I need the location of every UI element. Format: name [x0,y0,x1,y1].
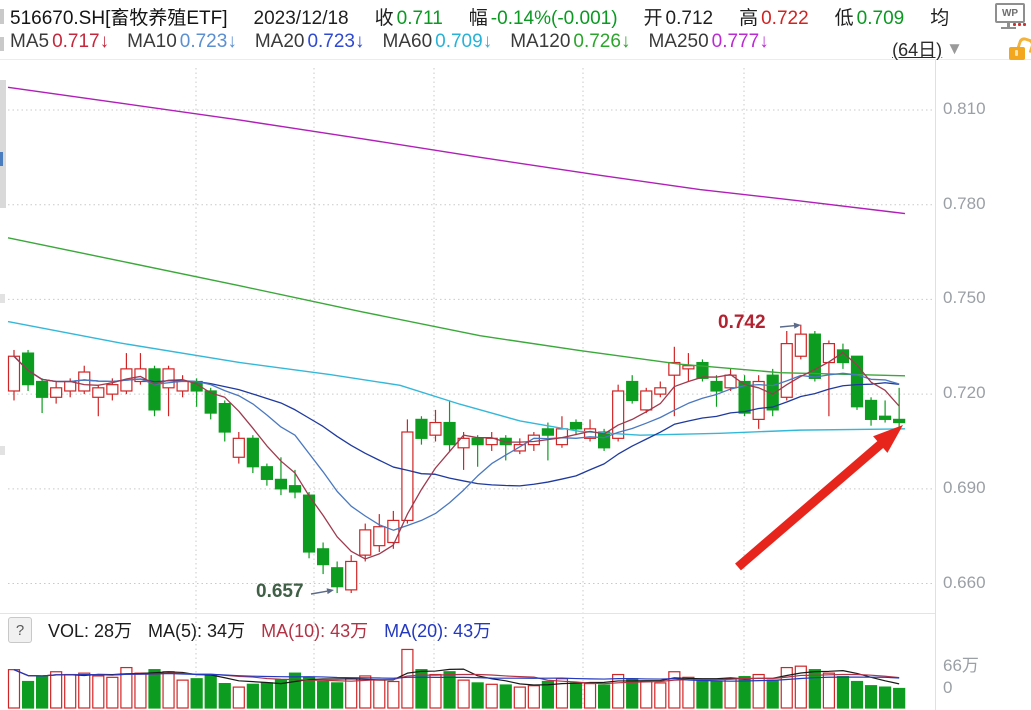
ma5-legend: MA5 0.717↓ [10,31,110,52]
low-field: 低 0.709 [834,8,905,29]
ma-legend: MA5 0.717↓ MA10 0.723↓ MA20 0.723↓ MA60 0.70… [10,31,769,53]
ma120-legend: MA120 0.726↓ [510,31,631,52]
y-axis-label: 0.720 [943,383,986,403]
symbol-title: 516670.SH[畜牧养殖ETF] [10,8,228,29]
y-axis-label: 0.750 [943,288,986,308]
annotation-low-price: 0.657 [256,581,304,602]
volume-axis-label: 66万 [943,656,979,675]
volume-header: ? VOL: 28万 MA(5): 34万 MA(10): 43万 MA(20)… [8,617,491,643]
ma10-legend: MA10 0.723↓ [127,31,237,52]
wps-office-icon[interactable]: WP [993,3,1027,35]
volume-current-label: VOL: 28万 [48,621,133,641]
volume-ma20-label: MA(20): 43万 [384,621,492,641]
period-selector-group: (64日) ▼ [892,36,963,62]
y-axis-label: 0.690 [943,477,986,497]
left-edge-artifact [0,9,4,24]
left-scrollbar-thumb[interactable] [0,80,6,208]
help-button[interactable]: ? [8,617,32,643]
y-axis-label: 0.780 [943,193,986,213]
volume-ma5-label: MA(5): 34万 [148,621,246,641]
left-edge-artifact [0,37,4,51]
y-axis-label: 0.660 [943,572,986,592]
left-edge-artifact [0,294,5,303]
chevron-down-icon[interactable]: ▼ [946,39,963,58]
period-selector[interactable]: (64日) [892,40,943,60]
left-edge-artifact [0,446,5,455]
chart-header: 516670.SH[畜牧养殖ETF] 2023/12/18 收 0.711 幅 -0… [10,3,952,30]
high-field: 高 0.722 [739,8,809,29]
avg-field: 均 [930,8,950,29]
monitor-icon: WP [995,3,1025,23]
date-label: 2023/12/18 [253,8,349,29]
change-field: 幅 -0.14%(-0.001) [468,8,618,29]
close-field: 收 0.711 [374,8,443,29]
unlock-icon[interactable] [1007,35,1031,64]
y-axis-label: 0.810 [943,99,986,118]
volume-axis-label: 0 [943,678,953,697]
ma60-legend: MA60 0.709↓ [382,31,493,52]
ma250-legend: MA250 0.777↓ [648,31,769,52]
left-edge-artifact [0,152,3,166]
red-dots-icon [1013,23,1026,26]
ma20-legend: MA20 0.723↓ [254,31,365,52]
open-field: 开 0.712 [643,8,714,29]
volume-ma10-label: MA(10): 43万 [261,621,369,641]
annotation-high-price: 0.742 [718,312,766,333]
